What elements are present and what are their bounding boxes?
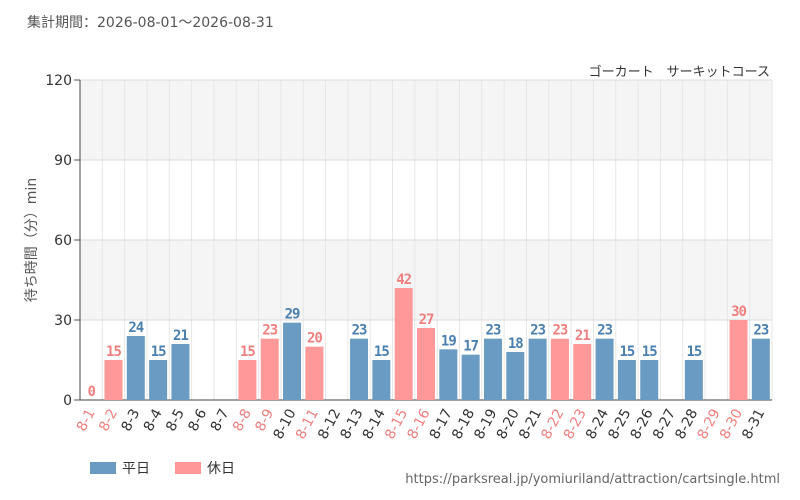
bar-8-2 [104,360,123,400]
source-url: https://parksreal.jp/yomiuriland/attract… [405,472,780,487]
bar-8-8 [238,360,257,400]
data-label-8-10: 29 [285,307,300,323]
y-tick-label: 90 [54,153,72,169]
data-label-8-25: 15 [619,344,634,360]
data-label-8-20: 18 [508,336,523,352]
bar-8-17 [439,349,458,400]
legend-weekday-label: 平日 [122,461,150,477]
data-label-8-22: 23 [553,323,568,339]
data-label-8-19: 23 [486,323,501,339]
y-tick-label: 120 [45,73,72,89]
data-label-8-15: 42 [396,272,411,288]
x-tick-label-8-7: 8-7 [208,406,233,434]
x-tick-label-8-1: 8-1 [74,406,99,434]
bar-8-13 [350,338,369,400]
bar-8-31 [751,338,770,400]
data-label-8-3: 24 [128,320,143,336]
bar-8-9 [260,338,279,400]
x-tick-label-8-5: 8-5 [163,406,188,434]
data-label-8-11: 20 [307,331,322,347]
period-label: 集計期間：2026-08-01～2026-08-31 [27,15,274,31]
bar-8-16 [417,328,435,400]
grid-band [80,240,772,320]
data-label-8-28: 15 [686,344,701,360]
bar-8-24 [595,338,614,400]
legend-holiday-label: 休日 [207,461,235,477]
y-axis-title: 待ち時間（分）min [24,178,40,302]
x-tick-label-8-2: 8-2 [96,406,121,434]
bar-8-25 [617,360,636,400]
y-tick-label: 0 [63,393,72,409]
data-label-8-18: 17 [463,339,478,355]
chart-subtitle: ゴーカート サーキットコース [588,65,770,80]
legend-weekday: 平日 [90,458,150,478]
bar-8-14 [372,360,391,400]
y-tick-label: 60 [54,233,72,249]
x-tick-label-8-6: 8-6 [185,406,210,434]
bar-8-18 [461,354,480,400]
data-label-8-30: 30 [731,304,746,320]
data-label-8-8: 15 [240,344,255,360]
data-label-8-26: 15 [642,344,657,360]
data-label-8-1: 0 [87,384,95,400]
data-label-8-21: 23 [530,323,545,339]
data-label-8-24: 23 [597,323,612,339]
bar-8-19 [483,338,502,400]
x-tick-label-8-3: 8-3 [118,406,143,434]
bar-8-20 [506,352,525,400]
data-label-8-31: 23 [753,323,768,339]
x-tick-label-8-8: 8-8 [230,406,255,434]
bar-8-23 [573,344,592,400]
data-label-8-17: 19 [441,333,456,349]
bar-8-30 [729,320,748,400]
data-label-8-13: 23 [352,323,367,339]
data-label-8-23: 21 [575,328,590,344]
y-tick-label: 30 [54,313,72,329]
x-tick-label-8-4: 8-4 [141,406,166,434]
bar-8-26 [640,360,659,400]
x-tick-label-8-31: 8-31 [739,406,768,442]
data-label-8-4: 15 [151,344,166,360]
bar-8-10 [283,322,302,400]
data-label-8-14: 15 [374,344,389,360]
bar-8-15 [394,288,413,400]
bar-8-28 [684,360,703,400]
bar-8-3 [126,336,145,400]
legend-holiday-swatch [175,462,201,474]
data-label-8-2: 15 [106,344,121,360]
data-label-8-9: 23 [262,323,277,339]
grid-band [80,80,772,160]
bar-8-22 [550,338,569,400]
legend-weekday-swatch [90,462,116,474]
legend-holiday: 休日 [175,458,235,478]
data-label-8-5: 21 [173,328,188,344]
bar-8-21 [528,338,547,400]
bar-8-4 [149,360,168,400]
bar-8-5 [171,344,190,400]
bar-8-11 [305,346,324,400]
data-label-8-16: 27 [419,312,434,328]
